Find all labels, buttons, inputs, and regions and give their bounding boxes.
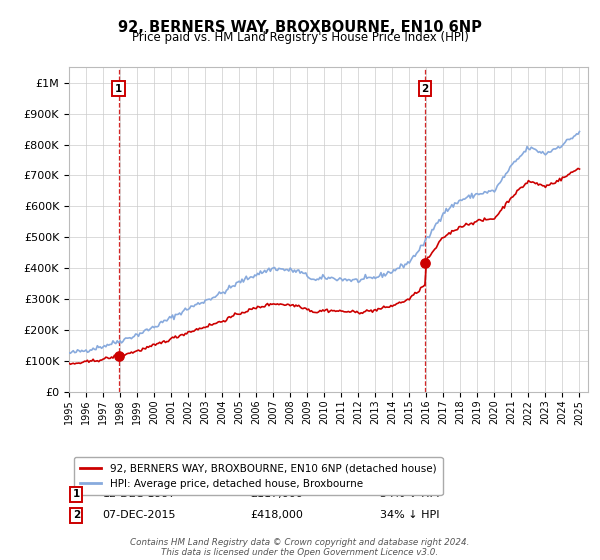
Point: [420, 258, 430, 267]
Text: 2: 2: [421, 84, 428, 94]
Point: [114, 351, 124, 360]
Text: 34% ↓ HPI: 34% ↓ HPI: [380, 510, 440, 520]
Text: 12-DEC-1997: 12-DEC-1997: [103, 489, 176, 500]
Text: £117,000: £117,000: [251, 489, 304, 500]
Legend: 92, BERNERS WAY, BROXBOURNE, EN10 6NP (detached house), HPI: Average price, deta: 92, BERNERS WAY, BROXBOURNE, EN10 6NP (d…: [74, 458, 443, 496]
Text: 1: 1: [115, 84, 122, 94]
Text: 1: 1: [73, 489, 80, 500]
Text: 2: 2: [73, 510, 80, 520]
Text: 92, BERNERS WAY, BROXBOURNE, EN10 6NP: 92, BERNERS WAY, BROXBOURNE, EN10 6NP: [118, 20, 482, 35]
Text: Contains HM Land Registry data © Crown copyright and database right 2024.
This d: Contains HM Land Registry data © Crown c…: [130, 538, 470, 557]
Text: £418,000: £418,000: [251, 510, 304, 520]
Text: 34% ↓ HPI: 34% ↓ HPI: [380, 489, 440, 500]
Text: Price paid vs. HM Land Registry's House Price Index (HPI): Price paid vs. HM Land Registry's House …: [131, 31, 469, 44]
Text: 07-DEC-2015: 07-DEC-2015: [103, 510, 176, 520]
